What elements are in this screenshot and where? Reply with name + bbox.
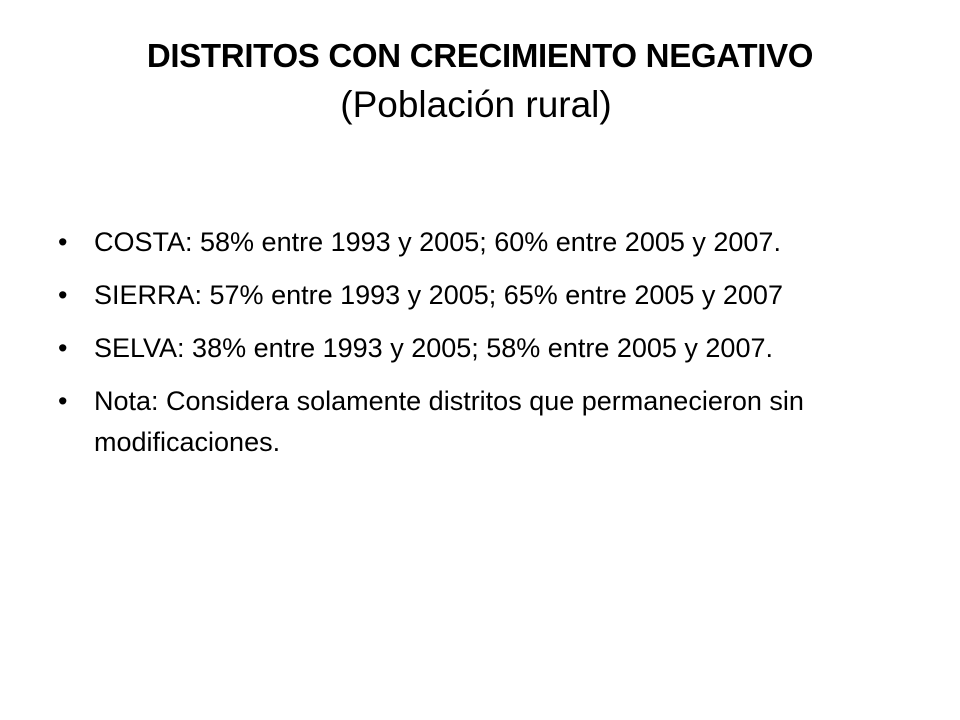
bullet-icon: • — [58, 227, 68, 257]
bullet-item-nota: • Nota: Considera solamente distritos qu… — [56, 381, 906, 463]
bullet-item-costa: • COSTA: 58% entre 1993 y 2005; 60% entr… — [56, 222, 906, 263]
slide-title: DISTRITOS CON CRECIMIENTO NEGATIVO — [146, 37, 814, 74]
bullet-icon: • — [58, 386, 68, 416]
slide-subtitle: (Población rural) — [340, 84, 612, 125]
slide-title-block: DISTRITOS CON CRECIMIENTO NEGATIVO (Pobl… — [48, 32, 912, 130]
bullet-list: • COSTA: 58% entre 1993 y 2005; 60% entr… — [56, 222, 906, 475]
bullet-text: COSTA: 58% entre 1993 y 2005; 60% entre … — [94, 227, 781, 257]
bullet-text: Nota: Considera solamente distritos que … — [94, 386, 804, 457]
bullet-icon: • — [58, 333, 68, 363]
bullet-item-selva: • SELVA: 38% entre 1993 y 2005; 58% entr… — [56, 328, 906, 369]
bullet-icon: • — [58, 280, 68, 310]
bullet-text: SIERRA: 57% entre 1993 y 2005; 65% entre… — [94, 280, 783, 310]
bullet-text: SELVA: 38% entre 1993 y 2005; 58% entre … — [94, 333, 773, 363]
bullet-item-sierra: • SIERRA: 57% entre 1993 y 2005; 65% ent… — [56, 275, 906, 316]
